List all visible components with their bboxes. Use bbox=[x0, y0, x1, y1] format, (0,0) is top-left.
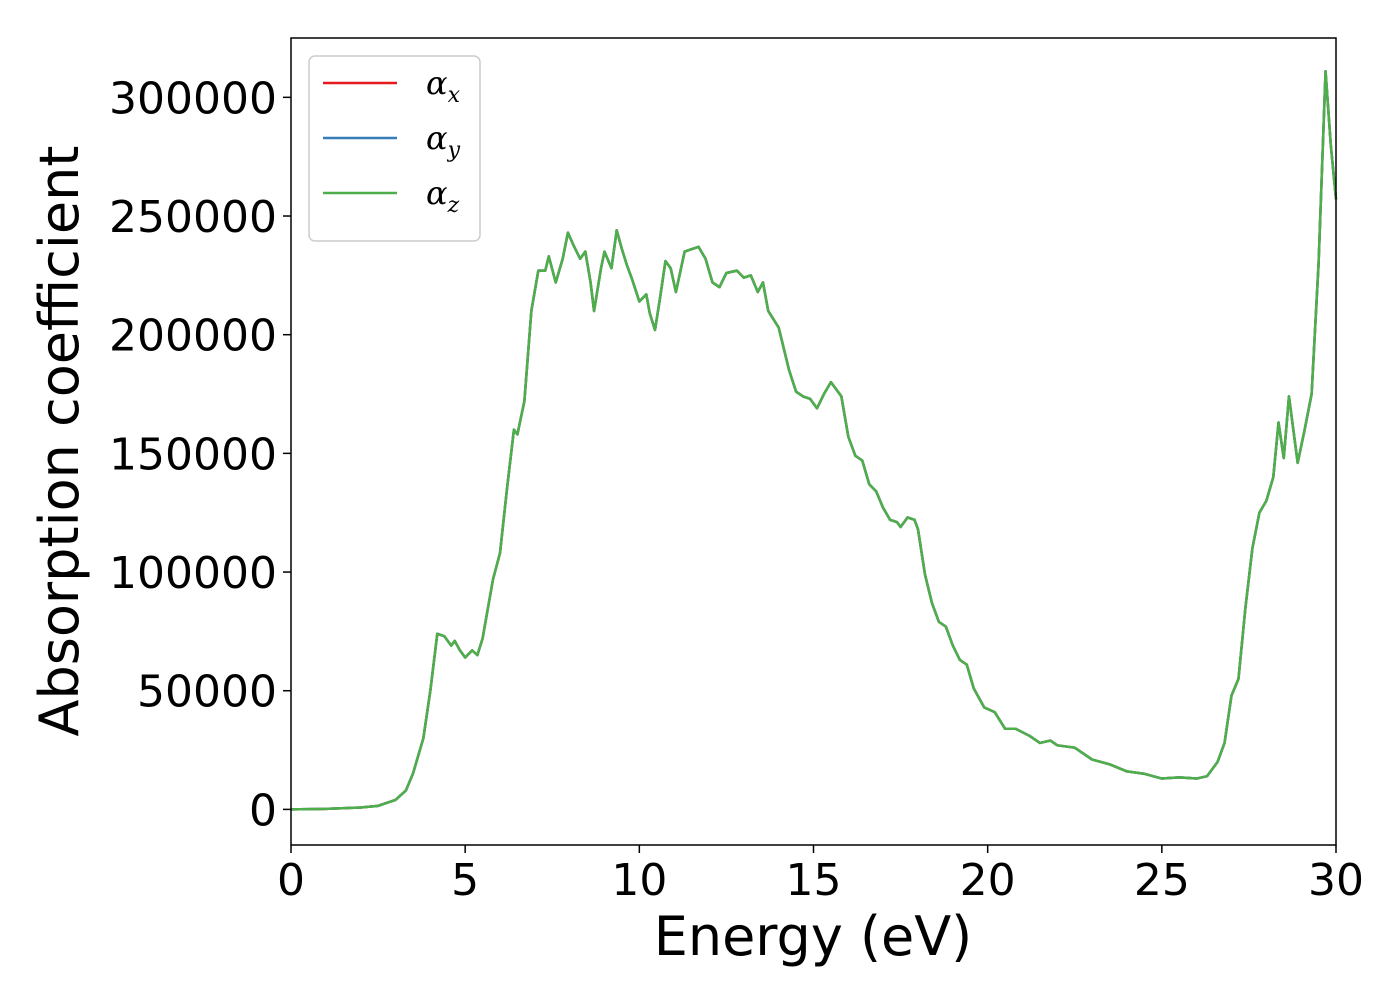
line-series bbox=[290, 69, 1338, 811]
legend-label: αz bbox=[426, 174, 460, 218]
y-tick-label: 300000 bbox=[109, 73, 277, 124]
x-tick-label: 0 bbox=[277, 855, 305, 906]
y-tick-label: 100000 bbox=[109, 548, 277, 599]
y-tick-label: 50000 bbox=[137, 667, 277, 718]
y-tick-label: 200000 bbox=[109, 311, 277, 362]
x-tick-label: 5 bbox=[451, 855, 479, 906]
y-tick-label: 250000 bbox=[109, 192, 277, 243]
plot-frame bbox=[290, 37, 1337, 846]
x-tick-label: 10 bbox=[611, 855, 667, 906]
x-axis-label: Energy (eV) bbox=[654, 905, 973, 968]
y-tick-label: 0 bbox=[249, 785, 277, 836]
x-tick-label: 30 bbox=[1308, 855, 1364, 906]
x-tick-label: 25 bbox=[1134, 855, 1190, 906]
legend-frame bbox=[308, 55, 481, 242]
x-tick-label: 15 bbox=[786, 855, 842, 906]
y-axis-label: Absorption coefficient bbox=[28, 146, 91, 737]
y-tick-label: 150000 bbox=[109, 429, 277, 480]
x-tick-label: 20 bbox=[960, 855, 1016, 906]
